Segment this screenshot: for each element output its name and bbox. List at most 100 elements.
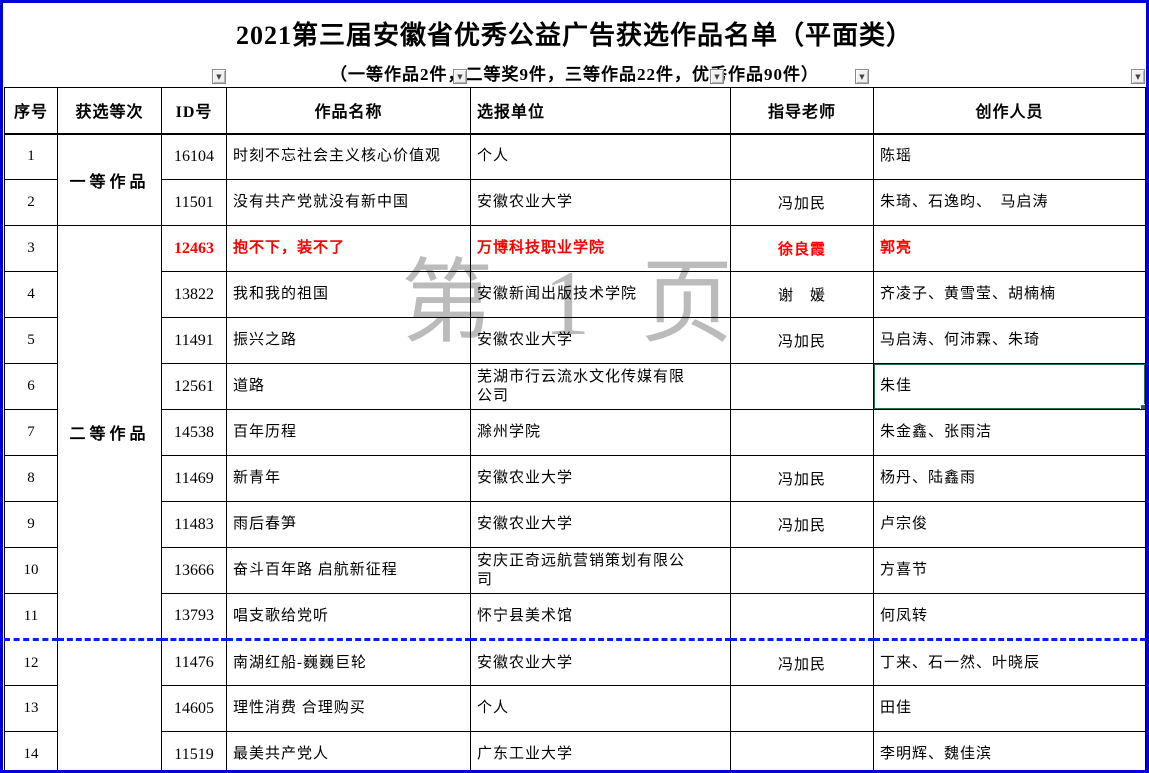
cell-id[interactable]: 11476 — [161, 638, 227, 686]
cell-creators[interactable]: 方喜节 — [873, 547, 1146, 594]
cell-id[interactable]: 14538 — [161, 409, 227, 456]
cell-serial[interactable]: 11 — [4, 593, 58, 640]
column-header-id[interactable]: ID号 — [161, 87, 227, 135]
cell-serial[interactable]: 8 — [4, 455, 58, 502]
cell-id[interactable]: 11491 — [161, 317, 227, 364]
cell-creators[interactable]: 何凤转 — [873, 593, 1146, 640]
cell-work-title[interactable]: 百年历程 — [226, 409, 471, 456]
cell-advisor[interactable]: 冯加民 — [730, 317, 874, 364]
cell-id[interactable]: 13666 — [161, 547, 227, 594]
cell-work-title[interactable]: 理性消费 合理购买 — [226, 685, 471, 732]
cell-work-title[interactable]: 南湖红船-巍巍巨轮 — [226, 638, 471, 686]
cell-advisor[interactable]: 冯加民 — [730, 455, 874, 502]
cell-creators[interactable]: 陈瑶 — [873, 133, 1146, 180]
cell-award-level[interactable] — [57, 638, 162, 770]
cell-serial[interactable]: 3 — [4, 225, 58, 272]
cell-award-level[interactable]: 一等作品 — [57, 133, 162, 226]
cell-creators[interactable]: 朱金鑫、张雨洁 — [873, 409, 1146, 456]
cell-unit[interactable]: 安徽农业大学 — [470, 455, 731, 502]
cell-creators[interactable]: 朱琦、石逸昀、 马启涛 — [873, 179, 1146, 226]
cell-creators[interactable]: 丁来、石一然、叶晓辰 — [873, 638, 1146, 686]
cell-serial[interactable]: 1 — [4, 133, 58, 180]
cell-advisor[interactable] — [730, 685, 874, 732]
cell-work-title[interactable]: 抱不下，装不了 — [226, 225, 471, 272]
cell-id[interactable]: 11519 — [161, 731, 227, 770]
cell-work-title[interactable]: 最美共产党人 — [226, 731, 471, 770]
filter-dropdown-button[interactable]: ▼ — [855, 69, 869, 84]
cell-advisor[interactable]: 谢 媛 — [730, 271, 874, 318]
cell-work-title[interactable]: 我和我的祖国 — [226, 271, 471, 318]
cell-advisor[interactable]: 冯加民 — [730, 638, 874, 686]
cell-serial[interactable]: 14 — [4, 731, 58, 770]
cell-serial[interactable]: 2 — [4, 179, 58, 226]
cell-id[interactable]: 11501 — [161, 179, 227, 226]
cell-creators[interactable]: 马启涛、何沛霖、朱琦 — [873, 317, 1146, 364]
filter-dropdown-button[interactable]: ▼ — [710, 69, 724, 84]
cell-id[interactable]: 12561 — [161, 363, 227, 410]
cell-work-title[interactable]: 雨后春笋 — [226, 501, 471, 548]
cell-unit[interactable]: 安徽农业大学 — [470, 638, 731, 686]
cell-award-level[interactable]: 二等作品 — [57, 225, 162, 640]
cell-advisor[interactable]: 徐良霞 — [730, 225, 874, 272]
cell-serial[interactable]: 7 — [4, 409, 58, 456]
cell-serial[interactable]: 6 — [4, 363, 58, 410]
cell-advisor[interactable] — [730, 133, 874, 180]
cell-serial[interactable]: 10 — [4, 547, 58, 594]
cell-creators[interactable]: 田佳 — [873, 685, 1146, 732]
cell-id[interactable]: 11469 — [161, 455, 227, 502]
cell-id[interactable]: 16104 — [161, 133, 227, 180]
column-header-serial[interactable]: 序号 — [4, 87, 58, 135]
cell-work-title[interactable]: 唱支歌给党听 — [226, 593, 471, 640]
column-header-award-level[interactable]: 获选等次 — [57, 87, 162, 135]
cell-serial[interactable]: 12 — [4, 638, 58, 686]
filter-dropdown-button[interactable]: ▼ — [212, 69, 226, 84]
cell-work-title[interactable]: 道路 — [226, 363, 471, 410]
cell-advisor[interactable]: 冯加民 — [730, 179, 874, 226]
cell-serial[interactable]: 4 — [4, 271, 58, 318]
cell-serial[interactable]: 5 — [4, 317, 58, 364]
cell-unit[interactable]: 怀宁县美术馆 — [470, 593, 731, 640]
cell-work-title[interactable]: 时刻不忘社会主义核心价值观 — [226, 133, 471, 180]
cell-unit[interactable]: 滁州学院 — [470, 409, 731, 456]
column-header-advisor[interactable]: 指导老师 — [730, 87, 874, 135]
cell-unit[interactable]: 安徽农业大学 — [470, 501, 731, 548]
cell-unit[interactable]: 广东工业大学 — [470, 731, 731, 770]
cell-creators[interactable]: 齐凌子、黄雪莹、胡楠楠 — [873, 271, 1146, 318]
cell-id[interactable]: 13793 — [161, 593, 227, 640]
cell-unit[interactable]: 安徽农业大学 — [470, 179, 731, 226]
cell-id[interactable]: 14605 — [161, 685, 227, 732]
cell-advisor[interactable] — [730, 409, 874, 456]
cell-unit[interactable]: 万博科技职业学院 — [470, 225, 731, 272]
filter-dropdown-button[interactable]: ▼ — [453, 69, 467, 84]
cell-unit[interactable]: 芜湖市行云流水文化传媒有限 公司 — [470, 363, 731, 410]
cell-id[interactable]: 13822 — [161, 271, 227, 318]
cell-work-title[interactable]: 振兴之路 — [226, 317, 471, 364]
cell-id[interactable]: 12463 — [161, 225, 227, 272]
cell-id[interactable]: 11483 — [161, 501, 227, 548]
cell-work-title[interactable]: 奋斗百年路 启航新征程 — [226, 547, 471, 594]
cell-advisor[interactable] — [730, 363, 874, 410]
cell-serial[interactable]: 13 — [4, 685, 58, 732]
cell-unit[interactable]: 安庆正奇远航营销策划有限公 司 — [470, 547, 731, 594]
cell-work-title[interactable]: 没有共产党就没有新中国 — [226, 179, 471, 226]
cell-advisor[interactable]: 冯加民 — [730, 501, 874, 548]
cell-creators[interactable]: 杨丹、陆鑫雨 — [873, 455, 1146, 502]
cell-advisor[interactable] — [730, 731, 874, 770]
cell-serial[interactable]: 9 — [4, 501, 58, 548]
column-header-creators[interactable]: 创作人员 — [873, 87, 1146, 135]
column-header-work-title[interactable]: 作品名称 — [226, 87, 471, 135]
cell-unit[interactable]: 个人 — [470, 133, 731, 180]
fill-handle[interactable] — [1140, 404, 1145, 409]
cell-creators[interactable]: 朱佳 — [873, 363, 1146, 410]
cell-advisor[interactable] — [730, 547, 874, 594]
cell-creators[interactable]: 李明辉、魏佳滨 — [873, 731, 1146, 770]
column-header-unit[interactable]: 选报单位 — [470, 87, 731, 135]
cell-creators[interactable]: 卢宗俊 — [873, 501, 1146, 548]
filter-dropdown-button[interactable]: ▼ — [1131, 69, 1145, 84]
cell-unit[interactable]: 安徽农业大学 — [470, 317, 731, 364]
cell-creators[interactable]: 郭亮 — [873, 225, 1146, 272]
cell-advisor[interactable] — [730, 593, 874, 640]
cell-unit[interactable]: 安徽新闻出版技术学院 — [470, 271, 731, 318]
cell-work-title[interactable]: 新青年 — [226, 455, 471, 502]
cell-unit[interactable]: 个人 — [470, 685, 731, 732]
